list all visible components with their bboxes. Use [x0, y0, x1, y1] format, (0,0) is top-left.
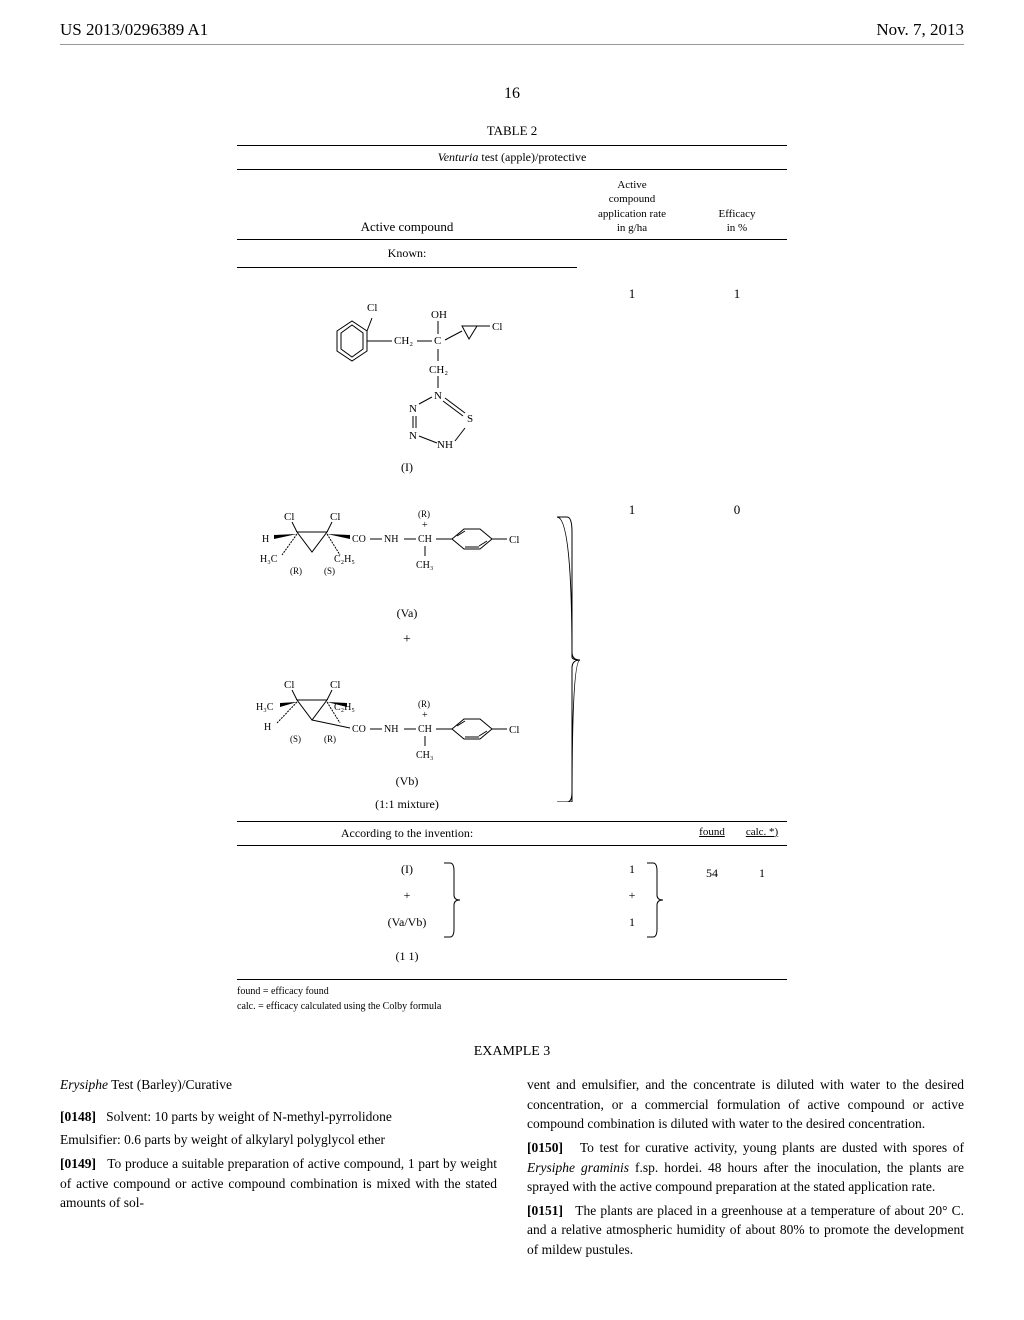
- col-header-efficacy: Efficacy in %: [687, 207, 787, 236]
- invention-data-row: (I) + (Va/Vb) (1 1) 1 + 1 54 1: [237, 846, 787, 981]
- plus-sign: +: [252, 631, 562, 649]
- svg-text:S: S: [467, 413, 473, 425]
- bracket-icon: [552, 512, 582, 802]
- table-caption: Venturia test (apple)/protective: [237, 146, 787, 170]
- svg-text:Cl: Cl: [492, 321, 502, 333]
- svg-text:(S): (S): [290, 734, 301, 744]
- inv-found-value: 54: [687, 856, 737, 970]
- svg-text:CH: CH: [418, 724, 432, 735]
- svg-text:Cl: Cl: [509, 534, 519, 546]
- mixture-note: (1:1 mixture): [252, 797, 562, 813]
- svg-text:Cl: Cl: [284, 511, 294, 523]
- svg-text:CO: CO: [352, 724, 366, 735]
- svg-text:CH: CH: [418, 534, 432, 545]
- invention-header-row: According to the invention: found calc. …: [237, 821, 787, 846]
- bracket-icon: [645, 861, 665, 939]
- svg-text:CH₂: CH₂: [394, 335, 413, 347]
- svg-text:(R): (R): [290, 566, 302, 576]
- efficacy-value: 1: [687, 276, 787, 476]
- right-column: vent and emulsifier, and the concentrate…: [527, 1075, 964, 1263]
- svg-text:NH: NH: [437, 439, 453, 451]
- table-row: Cl CH₂ C OH: [237, 268, 787, 484]
- paragraph: [0150] To test for curative activity, yo…: [527, 1138, 964, 1197]
- svg-text:NH: NH: [384, 534, 398, 545]
- svg-text:Cl: Cl: [330, 511, 340, 523]
- svg-text:N: N: [409, 403, 417, 415]
- bracket-icon: [442, 861, 462, 939]
- structure-cell-vavb: Cl Cl H H₃C (R) C₂H₅ (S): [237, 492, 577, 813]
- svg-text:Cl: Cl: [330, 679, 340, 691]
- svg-text:Cl: Cl: [509, 724, 519, 736]
- table-2: TABLE 2 Venturia test (apple)/protective…: [237, 123, 787, 1014]
- example-number: EXAMPLE 3: [60, 1044, 964, 1060]
- efficacy-value: 0: [687, 492, 787, 813]
- structure-cell-i: Cl CH₂ C OH: [237, 276, 577, 476]
- calc-header: calc. *): [737, 826, 787, 841]
- table-header-row: Active compound Active compound applicat…: [237, 170, 787, 240]
- compound-label-va: (Va): [252, 606, 562, 622]
- svg-text:+: +: [422, 520, 428, 531]
- svg-text:CO: CO: [352, 534, 366, 545]
- svg-text:Cl: Cl: [284, 679, 294, 691]
- chem-structure-i: Cl CH₂ C OH: [307, 276, 507, 456]
- svg-text:CH₃: CH₃: [416, 560, 433, 571]
- svg-text:C: C: [434, 335, 441, 347]
- rate-value: 1: [577, 492, 687, 813]
- svg-text:CH₂: CH₂: [429, 364, 448, 376]
- rate-value: 1: [577, 276, 687, 476]
- inv-calc-value: 1: [737, 856, 787, 970]
- svg-text:(R): (R): [418, 509, 430, 519]
- known-section-label: Known:: [237, 240, 577, 268]
- invention-label: According to the invention:: [237, 826, 577, 841]
- chem-structure-vb: Cl Cl H₃C H (S) C₂H₅ (R) CO: [252, 660, 562, 770]
- left-column: Erysiphe Test (Barley)/Curative [0148] S…: [60, 1075, 497, 1263]
- para-number: [0151]: [527, 1203, 563, 1218]
- table-footnotes: found = efficacy found calc. = efficacy …: [237, 984, 787, 1014]
- doc-number: US 2013/0296389 A1: [60, 20, 208, 40]
- paragraph: [0151] The plants are placed in a greenh…: [527, 1201, 964, 1260]
- chem-structure-va: Cl Cl H H₃C (R) C₂H₅ (S): [252, 492, 562, 602]
- svg-text:H₃C: H₃C: [260, 554, 278, 565]
- page-number: 16: [60, 85, 964, 103]
- paragraph: [0149] To produce a suitable preparation…: [60, 1154, 497, 1213]
- paragraph: vent and emulsifier, and the concentrate…: [527, 1075, 964, 1134]
- svg-text:H: H: [264, 722, 271, 733]
- svg-text:NH: NH: [384, 724, 398, 735]
- two-column-text: Erysiphe Test (Barley)/Curative [0148] S…: [60, 1075, 964, 1263]
- col-header-rate: Active compound application rate in g/ha: [577, 178, 687, 235]
- inv-compound-cell: (I) + (Va/Vb) (1 1): [237, 856, 577, 970]
- svg-text:H₃C: H₃C: [256, 702, 274, 713]
- compound-label-i: (I): [307, 460, 507, 476]
- svg-text:OH: OH: [431, 309, 447, 321]
- svg-text:N: N: [434, 390, 442, 402]
- svg-text:(S): (S): [324, 566, 335, 576]
- found-header: found: [687, 826, 737, 841]
- page-header: US 2013/0296389 A1 Nov. 7, 2013: [60, 20, 964, 45]
- svg-text:CH₃: CH₃: [416, 750, 433, 761]
- svg-text:(R): (R): [418, 699, 430, 709]
- svg-text:Cl: Cl: [367, 302, 377, 314]
- para-number: [0148]: [60, 1109, 96, 1124]
- paragraph: [0148] Solvent: 10 parts by weight of N-…: [60, 1107, 497, 1127]
- inv-rate-cell: 1 + 1: [577, 856, 687, 970]
- svg-text:(R): (R): [324, 734, 336, 744]
- svg-text:+: +: [422, 710, 428, 721]
- table-title: TABLE 2: [237, 123, 787, 139]
- svg-text:N: N: [409, 430, 417, 442]
- col-header-compound: Active compound: [237, 219, 577, 235]
- para-number: [0150]: [527, 1140, 563, 1155]
- svg-text:H: H: [262, 534, 269, 545]
- paragraph: Emulsifier: 0.6 parts by weight of alkyl…: [60, 1130, 497, 1150]
- doc-date: Nov. 7, 2013: [876, 20, 964, 40]
- svg-text:C₂H₅: C₂H₅: [334, 554, 355, 565]
- compound-label-vb: (Vb): [252, 774, 562, 790]
- example-title: Erysiphe Test (Barley)/Curative: [60, 1075, 497, 1095]
- table-row: Cl Cl H H₃C (R) C₂H₅ (S): [237, 484, 787, 821]
- para-number: [0149]: [60, 1156, 96, 1171]
